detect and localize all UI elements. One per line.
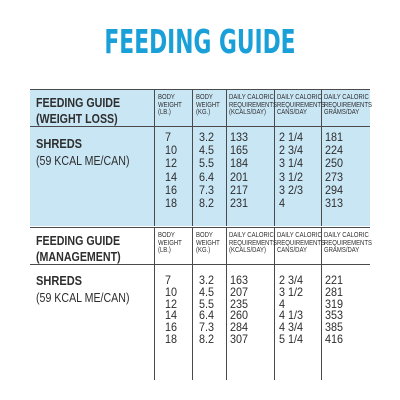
header-cans-per-day: DAILY CALORIC REQUIREMENTS CANS/DAY <box>277 94 325 116</box>
management-table: FEEDING GUIDE (MANAGEMENT) BODY WEIGHT (LB… <box>30 227 372 380</box>
column-divider <box>226 227 227 380</box>
column-divider <box>154 89 155 226</box>
column-divider <box>274 89 275 226</box>
product-name: SHREDS <box>36 273 83 288</box>
column-divider <box>274 227 275 380</box>
weight-loss-table: FEEDING GUIDE (WEIGHT LOSS) BODY WEIGHT (L… <box>30 89 372 226</box>
header-grams-per-day: DAILY CALORIC REQUIREMENTS GRAMS/DAY <box>324 94 372 116</box>
column-divider <box>321 89 322 226</box>
header-grams-per-day: DAILY CALORIC REQUIREMENTS GRAMS/DAY <box>324 232 372 254</box>
body-weight-kg-values: 3.2 4.5 5.5 6.4 7.3 8.2 <box>199 273 215 346</box>
header-kcals-per-day: DAILY CALORIC REQUIREMENTS (KCALS/DAY) <box>229 94 277 116</box>
table-top-border <box>30 227 370 228</box>
body-weight-lb-values: 7 10 12 14 16 18 <box>165 130 178 210</box>
kcals-per-day-values: 163 207 235 260 284 307 <box>230 273 249 346</box>
column-divider <box>154 227 155 380</box>
section-title: FEEDING GUIDE (MANAGEMENT) <box>36 233 121 264</box>
body-weight-lb-values: 7 10 12 14 16 18 <box>165 273 178 346</box>
header-body-weight-lb: BODY WEIGHT (LB.) <box>158 232 182 254</box>
grams-per-day-values: 221 281 319 353 385 416 <box>325 273 344 346</box>
header-divider <box>30 126 370 127</box>
product-name: SHREDS <box>36 136 83 151</box>
kcals-per-day-values: 133 165 184 201 217 231 <box>230 130 249 210</box>
column-divider <box>192 227 193 380</box>
page-title: FEEDING GUIDE <box>104 22 296 61</box>
column-divider <box>321 227 322 380</box>
column-divider <box>226 89 227 226</box>
header-body-weight-lb: BODY WEIGHT (LB.) <box>158 94 182 116</box>
header-divider <box>30 264 370 265</box>
column-divider <box>192 89 193 226</box>
body-weight-kg-values: 3.2 4.5 5.5 6.4 7.3 8.2 <box>199 130 215 210</box>
header-kcals-per-day: DAILY CALORIC REQUIREMENTS (KCALS/DAY) <box>229 232 277 254</box>
section-title: FEEDING GUIDE (WEIGHT LOSS) <box>36 95 121 126</box>
grams-per-day-values: 181 224 250 273 294 313 <box>325 130 344 210</box>
product-kcal: (59 KCAL ME/CAN) <box>36 154 130 168</box>
header-cans-per-day: DAILY CALORIC REQUIREMENTS CANS/DAY <box>277 232 325 254</box>
cans-per-day-values: 2 3/4 3 1/2 4 4 1/3 4 3/4 5 1/4 <box>279 273 304 346</box>
table-top-border <box>30 89 370 90</box>
product-kcal: (59 KCAL ME/CAN) <box>36 291 130 305</box>
header-body-weight-kg: BODY WEIGHT (KG.) <box>196 94 220 116</box>
cans-per-day-values: 2 1/4 2 3/4 3 1/4 3 1/2 3 2/3 4 <box>279 130 304 210</box>
header-body-weight-kg: BODY WEIGHT (KG.) <box>196 232 220 254</box>
